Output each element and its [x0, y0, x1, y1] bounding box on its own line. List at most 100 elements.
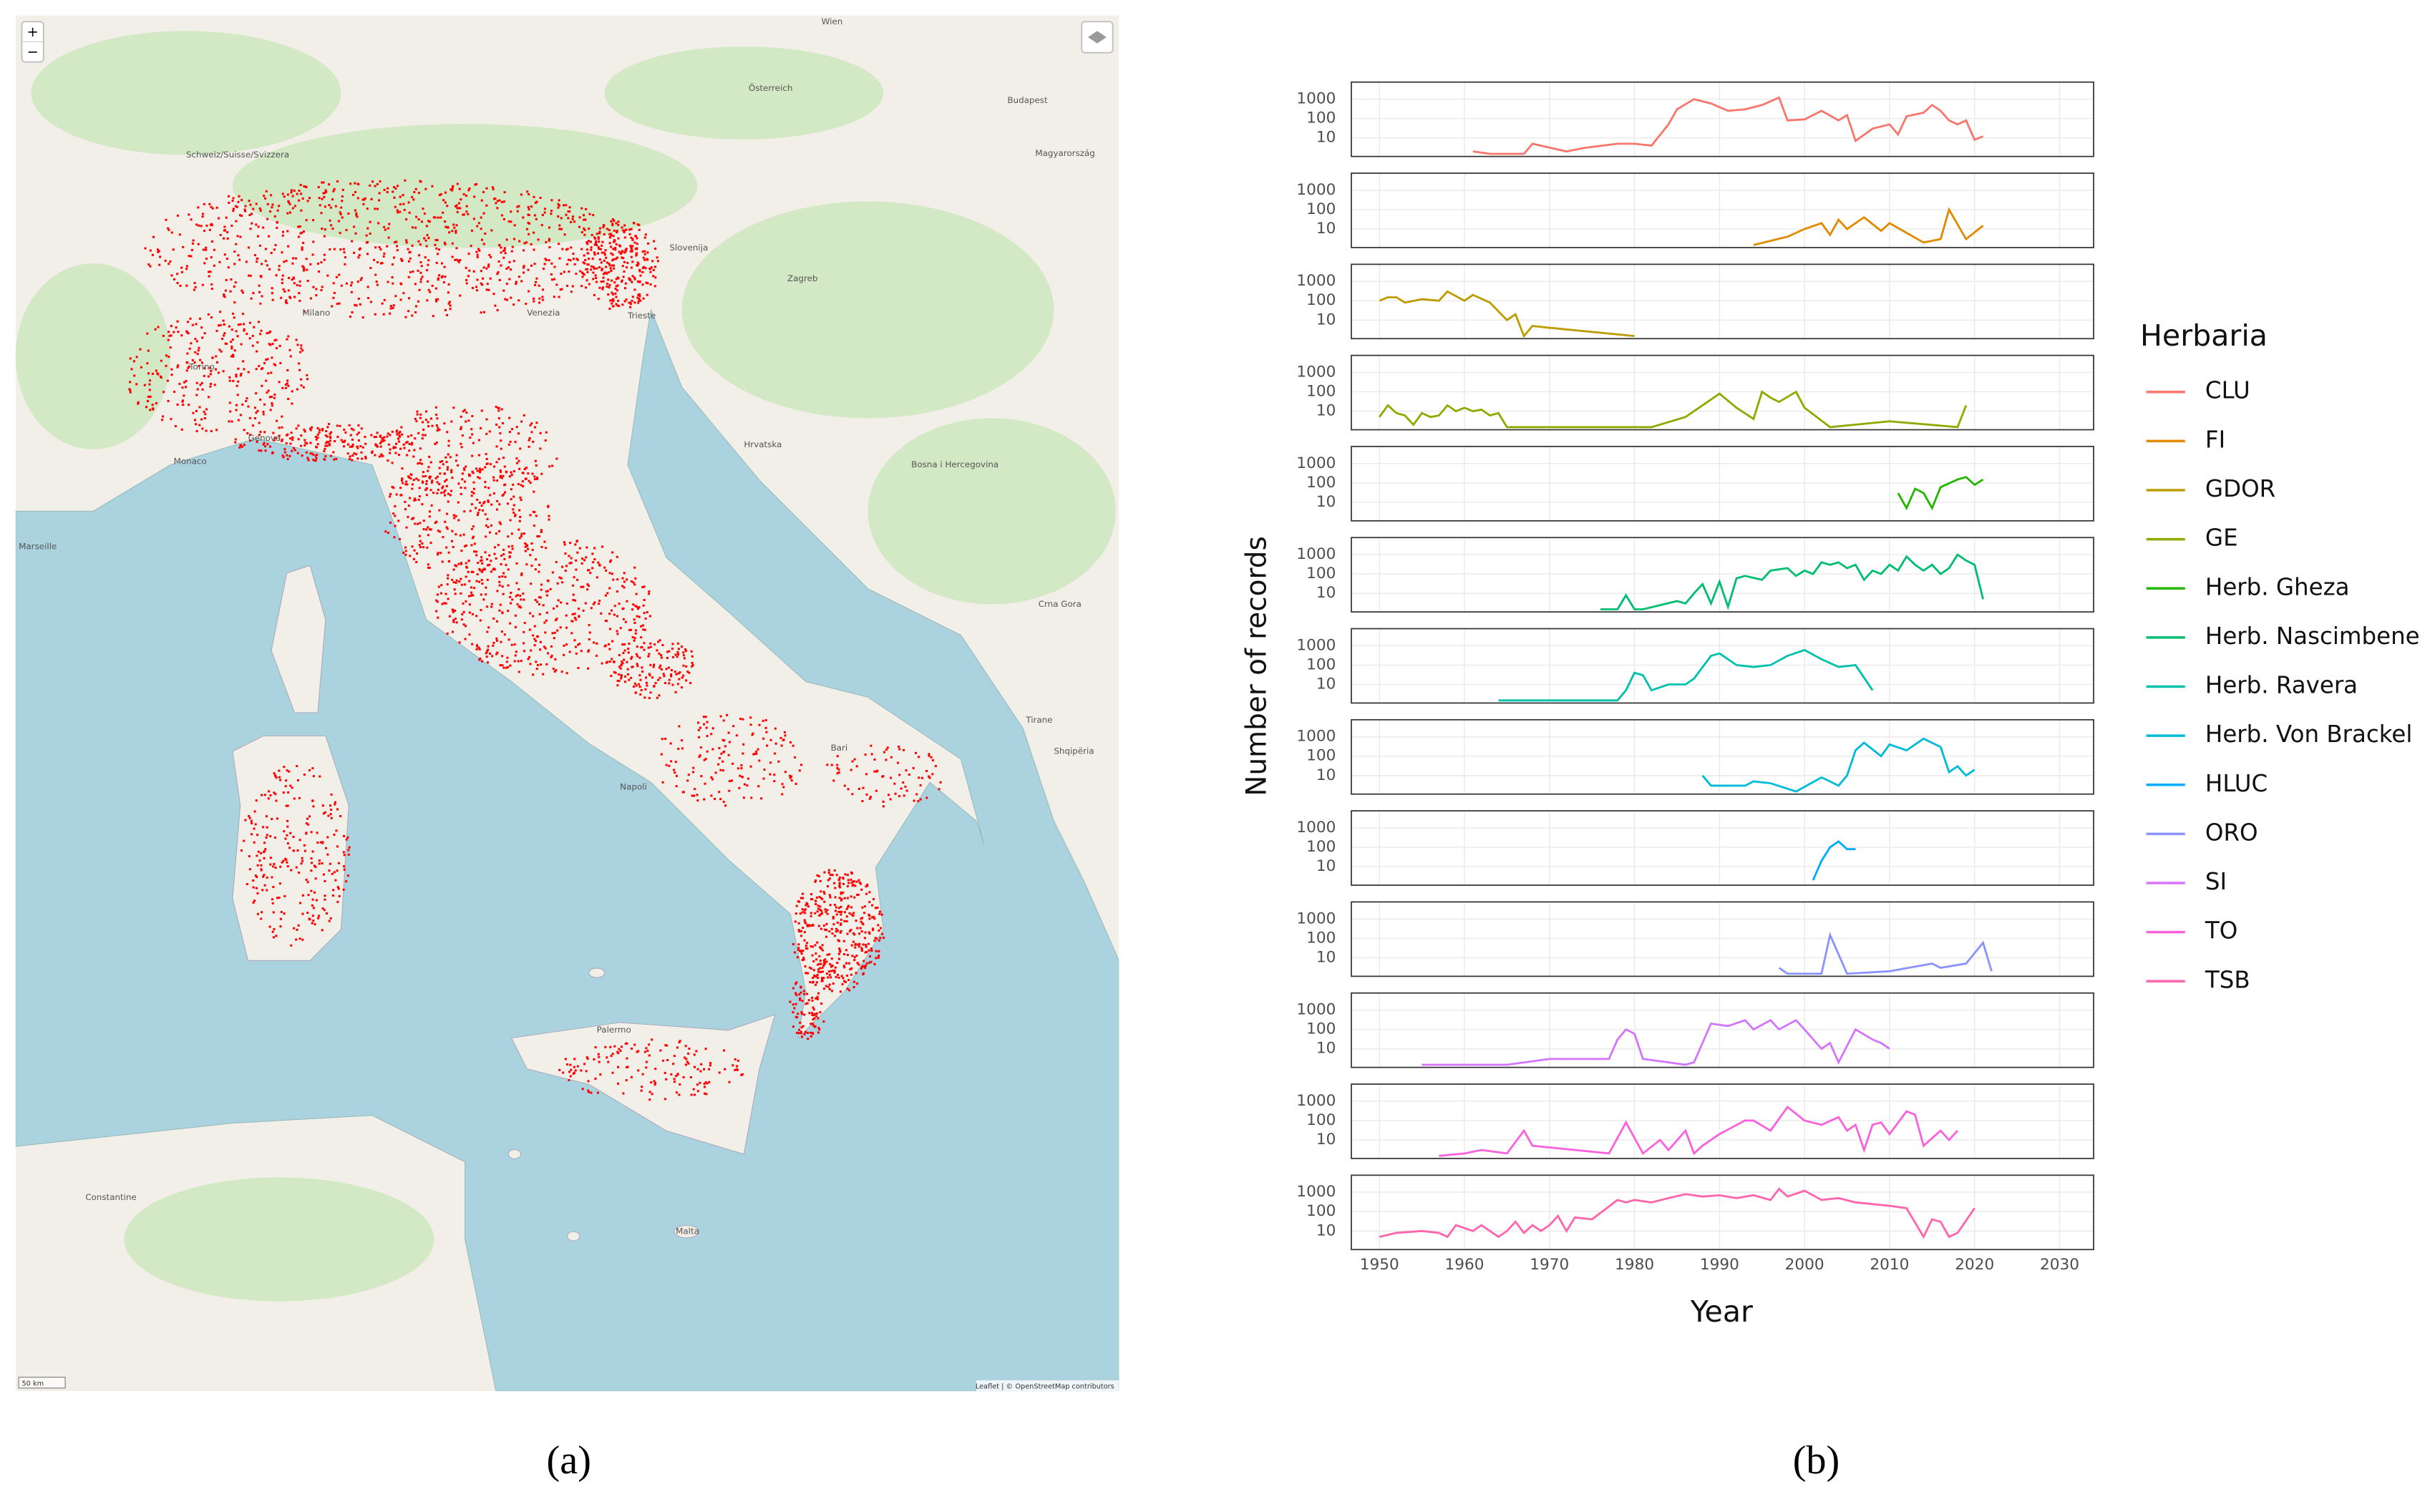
record-point: [332, 296, 335, 299]
record-point: [528, 208, 530, 211]
record-point: [573, 220, 576, 223]
record-point: [418, 288, 421, 291]
record-point: [518, 509, 521, 512]
record-point: [585, 1070, 588, 1073]
record-point: [241, 403, 244, 406]
record-point: [810, 1023, 812, 1025]
record-point: [418, 544, 421, 547]
record-point: [452, 619, 455, 622]
record-point: [820, 1002, 823, 1005]
record-point: [850, 872, 853, 875]
y-tick-label: 100: [1306, 109, 1336, 127]
record-point: [402, 482, 404, 484]
record-point: [425, 479, 428, 482]
record-point: [211, 356, 214, 359]
record-point: [450, 471, 453, 474]
record-point: [529, 514, 532, 517]
record-point: [367, 297, 370, 300]
record-point: [162, 391, 165, 394]
record-point: [657, 640, 660, 643]
y-tick-label: 100: [1306, 1020, 1336, 1038]
record-point: [632, 581, 635, 584]
record-point: [438, 483, 441, 486]
record-point: [396, 245, 399, 248]
record-point: [645, 1066, 648, 1069]
record-point: [176, 366, 179, 369]
record-point: [811, 999, 814, 1002]
record-point: [520, 193, 523, 196]
record-point: [402, 292, 405, 295]
record-point: [502, 666, 505, 669]
record-point: [510, 488, 512, 491]
record-point: [534, 201, 537, 204]
record-point: [608, 233, 611, 235]
record-point: [258, 449, 261, 452]
record-point: [288, 770, 291, 773]
record-point: [427, 237, 430, 240]
record-point: [291, 262, 294, 265]
record-point: [693, 1093, 696, 1096]
record-point: [808, 1012, 811, 1015]
record-point: [188, 213, 190, 216]
record-point: [533, 297, 535, 300]
record-point: [479, 619, 482, 622]
record-point: [691, 665, 694, 668]
record-point: [360, 451, 363, 454]
record-point: [434, 477, 437, 479]
record-point: [422, 208, 424, 210]
record-point: [394, 241, 397, 244]
record-point: [607, 293, 610, 296]
record-point: [636, 665, 639, 668]
record-point: [812, 1006, 815, 1009]
record-point: [636, 243, 638, 245]
record-point: [817, 992, 820, 995]
zoom-in-button[interactable]: +: [26, 24, 38, 40]
record-point: [798, 993, 801, 996]
record-point: [299, 902, 302, 904]
record-point: [455, 230, 457, 233]
record-point: [498, 575, 501, 578]
record-point: [746, 784, 749, 787]
record-point: [636, 237, 638, 240]
record-point: [903, 748, 905, 751]
record-point: [376, 431, 379, 434]
record-point: [353, 225, 356, 228]
place-label: Constantine: [85, 1192, 137, 1202]
record-point: [724, 1068, 726, 1070]
record-point: [451, 187, 454, 190]
record-point: [414, 187, 417, 190]
record-point: [826, 953, 829, 956]
record-point: [686, 779, 689, 782]
record-point: [833, 935, 836, 937]
record-point: [220, 350, 223, 353]
record-point: [538, 297, 541, 300]
record-point: [251, 344, 254, 347]
record-point: [167, 331, 170, 333]
record-point: [854, 943, 857, 946]
record-point: [894, 792, 897, 795]
record-point: [296, 779, 300, 782]
record-point: [798, 930, 801, 933]
record-point: [823, 900, 826, 903]
record-point: [444, 308, 447, 311]
record-point: [517, 483, 520, 486]
record-point: [639, 693, 642, 696]
record-point: [455, 579, 458, 582]
record-point: [425, 245, 428, 248]
record-point: [358, 248, 361, 251]
record-point: [193, 288, 195, 291]
record-point: [805, 972, 807, 975]
record-point: [624, 681, 627, 683]
record-point: [366, 286, 369, 288]
record-point: [890, 756, 893, 759]
record-point: [714, 797, 716, 800]
zoom-out-button[interactable]: −: [26, 44, 38, 60]
record-point: [443, 494, 447, 497]
record-point: [193, 361, 196, 364]
record-point: [282, 791, 285, 794]
record-point: [918, 756, 920, 759]
record-point: [850, 769, 852, 771]
record-point: [526, 190, 529, 193]
record-point: [139, 348, 142, 351]
record-point: [285, 260, 288, 263]
